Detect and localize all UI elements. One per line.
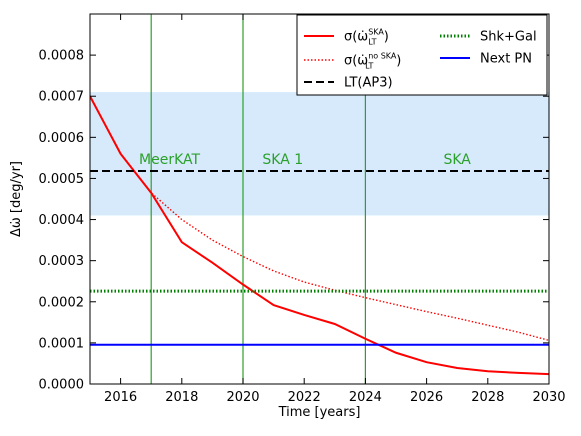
y-axis-ticks: 0.0000 0.0001 0.0002 0.0003 0.0004 0.0005 0.00…: [39, 49, 549, 393]
y-tick-label: 0.0005: [39, 172, 85, 187]
x-axis-ticks: 2016 2018 2020 2022 2024 2026 2028 2030: [104, 14, 566, 405]
y-axis-label: Δω̇ [deg/yr]: [9, 161, 24, 237]
y-tick-label: 0.0006: [39, 131, 85, 146]
region-label-1: MeerKAT: [139, 152, 200, 168]
shaded-band-layer: [90, 92, 549, 216]
y-tick-label: 0.0001: [39, 336, 85, 351]
y-tick-label: 0.0002: [39, 295, 85, 310]
series-line-2: [90, 95, 549, 342]
y-tick-label: 0.0000: [39, 378, 85, 393]
y-tick-label: 0.0007: [39, 90, 85, 105]
legend-label-3: LT(AP3): [344, 76, 393, 91]
region-labels-layer: MeerKAT SKA 1 SKA: [139, 152, 471, 168]
x-tick-label: 2018: [165, 390, 198, 405]
legend-box: [296, 14, 548, 96]
x-tick-label: 2020: [226, 390, 259, 405]
y-tick-label: 0.0003: [39, 254, 85, 269]
x-tick-label: 2016: [104, 390, 137, 405]
x-tick-label: 2022: [288, 390, 321, 405]
x-tick-label: 2026: [410, 390, 443, 405]
x-tick-label: 2030: [532, 390, 565, 405]
legend-label-1: σ(ω̇SKA LT): [344, 28, 389, 47]
x-axis-label: Time [years]: [278, 405, 361, 420]
plot-frame: [89, 13, 550, 385]
x-tick-label: 2028: [471, 390, 504, 405]
y-tick-label: 0.0008: [39, 49, 85, 64]
series-line-1: [90, 95, 549, 376]
region-label-3: SKA: [443, 152, 471, 168]
legend: σ(ω̇SKA LT) σ(ω̇no SKA LT) LT(AP3) Shk+Gal Nex…: [296, 14, 548, 96]
series-layer: [90, 95, 549, 376]
x-tick-label: 2024: [349, 390, 382, 405]
region-label-2: SKA 1: [262, 152, 303, 168]
legend-label-4: Shk+Gal: [480, 30, 537, 45]
shaded-band: [90, 92, 549, 216]
legend-label-2: σ(ω̇no SKA LT): [344, 52, 401, 71]
legend-label-5: Next PN: [480, 52, 532, 67]
y-tick-label: 0.0004: [39, 213, 85, 228]
